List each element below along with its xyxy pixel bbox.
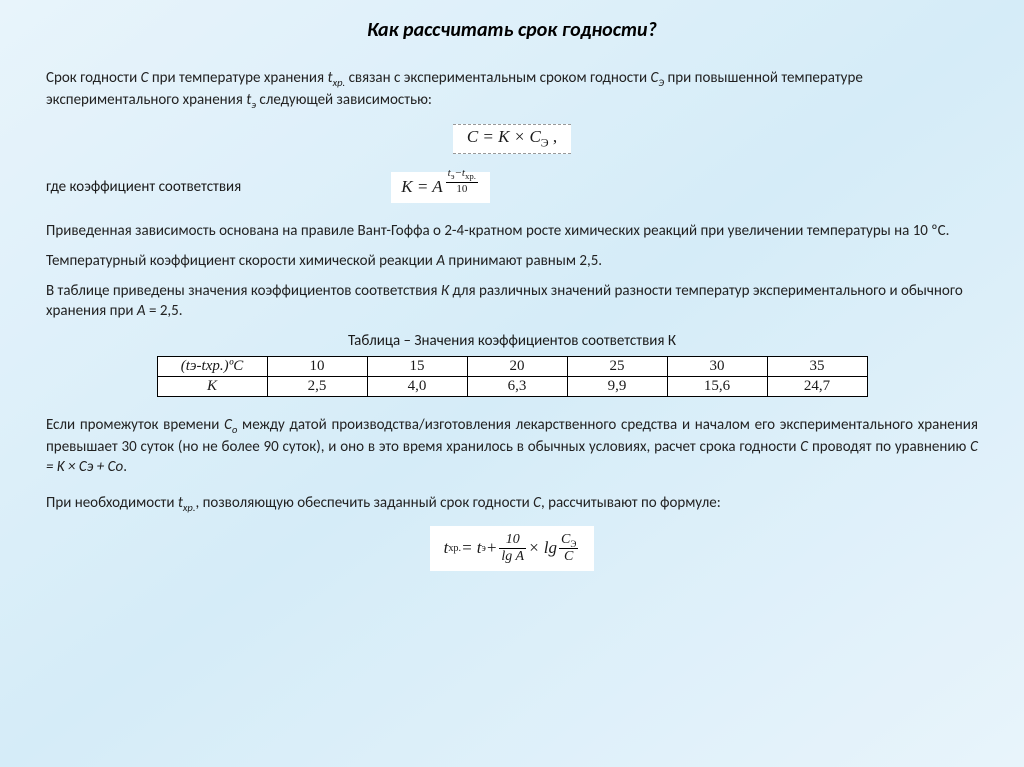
header-cell: 10	[267, 356, 367, 376]
cell: 15,6	[667, 376, 767, 396]
f1-tail: ,	[549, 127, 558, 146]
formula-2: K = A tэ−tхр. 10	[391, 172, 490, 203]
header-cell: 20	[467, 356, 567, 376]
formula-1: C = K × CЭ ,	[46, 124, 978, 153]
para-temp-coeff: Температурный коэффициент скорости химич…	[46, 251, 978, 271]
cell: 2,5	[267, 376, 367, 396]
para-co: Если промежуток времени Со между датой п…	[46, 415, 978, 478]
header-cell: 15	[367, 356, 467, 376]
page-title: Как рассчитать срок годности?	[46, 18, 978, 42]
var-a: А	[436, 252, 445, 270]
header-cell: (tэ-tхр.)ºС	[157, 356, 267, 376]
table-caption: Таблица – Значения коэффициентов соответ…	[46, 332, 978, 350]
para-vant-hoff: Приведенная зависимость основана на прав…	[46, 221, 978, 241]
para-table-intro: В таблице приведены значения коэффициент…	[46, 281, 978, 322]
header-cell: 35	[767, 356, 867, 376]
intro-paragraph: Срок годности С при температуре хранения…	[46, 68, 978, 112]
cell: 24,7	[767, 376, 867, 396]
where-row: где коэффициент соответствия K = A tэ−tх…	[46, 172, 978, 203]
var-ce: СЭ	[650, 69, 664, 87]
var-txp: tхр.	[328, 69, 346, 87]
where-label: где коэффициент соответствия	[46, 178, 241, 196]
var-co: Со	[224, 416, 237, 434]
cell: 4,0	[367, 376, 467, 396]
table-row: К 2,5 4,0 6,3 9,9 15,6 24,7	[157, 376, 867, 396]
table-row: (tэ-tхр.)ºС 10 15 20 25 30 35	[157, 356, 867, 376]
row-label: К	[157, 376, 267, 396]
t: следующей зависимостью:	[256, 91, 432, 109]
f1-main: C = K × C	[467, 127, 541, 146]
cell: 6,3	[467, 376, 567, 396]
header-cell: 25	[567, 356, 667, 376]
t: связан с экспериментальным сроком годнос…	[345, 69, 650, 87]
t: Срок годности	[46, 69, 141, 87]
formula-3: tхр. = tэ + 10 lg A × lg CЭ C	[46, 526, 978, 571]
var-te: tэ	[246, 91, 256, 109]
f1-sub: Э	[541, 136, 549, 150]
header-cell: 30	[667, 356, 767, 376]
var-k: К	[441, 282, 449, 300]
t: при температуре хранения	[148, 69, 327, 87]
cell: 9,9	[567, 376, 667, 396]
para-final: При необходимости tхр., позволяющую обес…	[46, 493, 978, 515]
k-values-table: (tэ-tхр.)ºС 10 15 20 25 30 35 К 2,5 4,0 …	[157, 356, 868, 397]
